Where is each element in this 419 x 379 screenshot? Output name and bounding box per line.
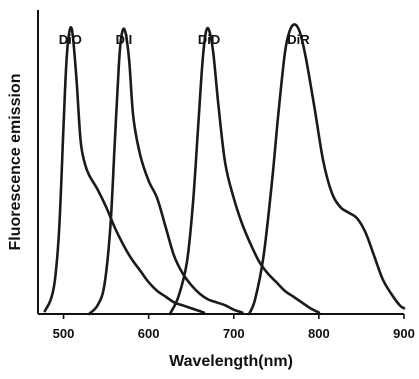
series-label-dii: DiI <box>116 32 133 47</box>
y-axis-title: Fluorescence emission <box>7 74 24 251</box>
series-line-dir <box>247 23 406 316</box>
series-line-dio <box>43 26 206 314</box>
x-ticks-layer: 500 600 700 800 900 <box>53 314 415 341</box>
series-label-dio: DiO <box>59 32 82 47</box>
series-layer <box>43 23 406 316</box>
series-labels-layer: DiO DiI DiD DiR <box>59 32 310 47</box>
series-line-dii <box>87 27 244 316</box>
x-tick-label: 700 <box>223 326 245 341</box>
series-label-did: DiD <box>198 32 220 47</box>
x-tick-label: 600 <box>138 326 160 341</box>
x-tick-label: 900 <box>393 326 415 341</box>
x-tick-label: 500 <box>53 326 75 341</box>
x-axis-title: Wavelength(nm) <box>169 353 293 370</box>
series-line-did <box>168 26 321 316</box>
series-label-dir: DiR <box>287 32 310 47</box>
x-tick-label: 800 <box>308 326 330 341</box>
